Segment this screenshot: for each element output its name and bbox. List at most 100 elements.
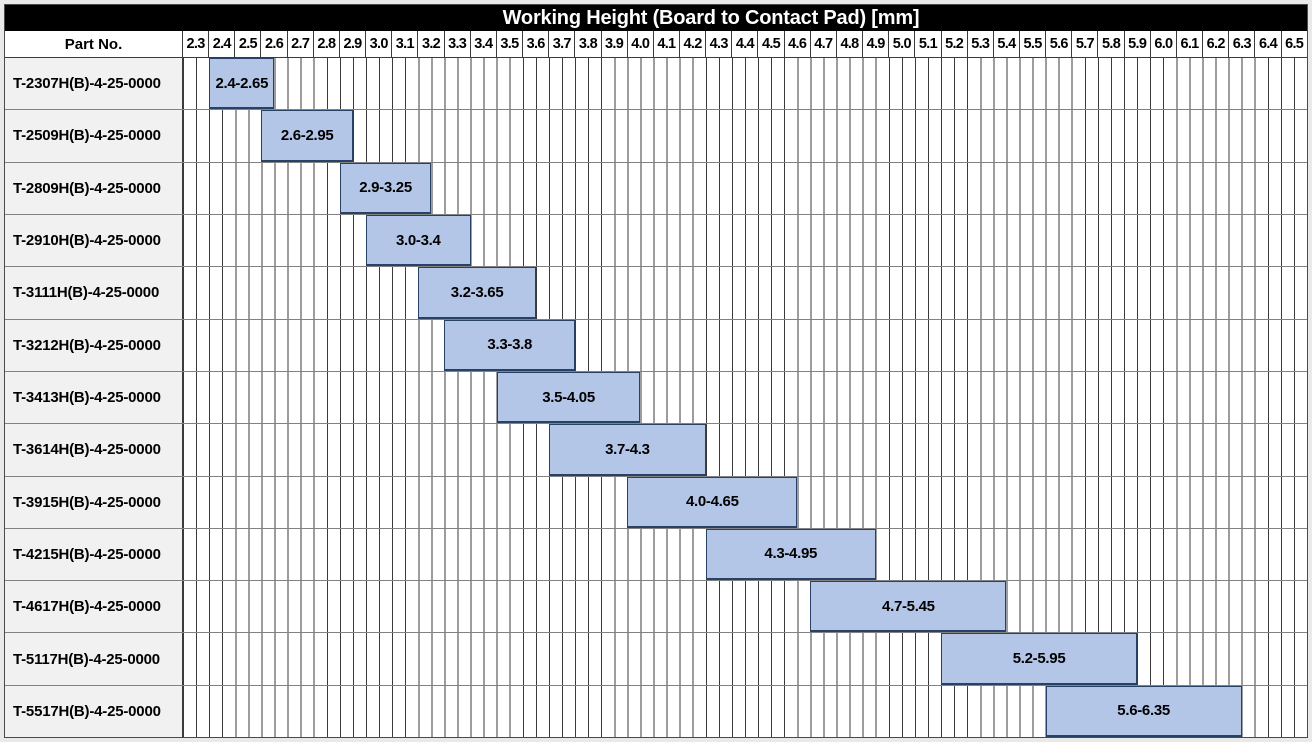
table-row: T-3614H(B)-4-25-0000 3.7-4.3 (5, 423, 1307, 476)
part-no-label: T-4215H(B)-4-25-0000 (5, 528, 183, 581)
axis-tick-cell: 5.1 (915, 31, 942, 57)
row-track: 5.2-5.95 (183, 633, 1307, 685)
range-bar: 5.2-5.95 (941, 633, 1138, 685)
axis-tick-cell: 3.5 (497, 31, 524, 57)
axis-header-row: Part No. 2.3 2.4 2.5 2.6 2.7 2.8 2.9 3.0 3.1 3.2 3… (5, 31, 1307, 58)
part-no-label: T-3915H(B)-4-25-0000 (5, 476, 183, 528)
table-row: T-3413H(B)-4-25-0000 3.5-4.05 (5, 370, 1307, 424)
row-track: 2.6-2.95 (183, 110, 1307, 162)
table-row: T-2809H(B)-4-25-0000 2.9-3.25 (5, 161, 1307, 214)
table-row: T-5517H(B)-4-25-0000 5.6-6.35 (5, 684, 1307, 738)
part-no-label: T-2809H(B)-4-25-0000 (5, 162, 183, 214)
axis-tick-cell: 4.7 (811, 31, 837, 57)
row-track: 4.7-5.45 (183, 581, 1307, 633)
range-bar: 2.6-2.95 (261, 110, 353, 162)
axis-tick-cell: 5.7 (1072, 31, 1099, 57)
range-bar: 3.7-4.3 (548, 424, 706, 476)
axis-tick-cell: 3.3 (445, 31, 471, 57)
table-row: T-4617H(B)-4-25-0000 4.7-5.45 (5, 580, 1307, 633)
axis-tick-cell: 2.4 (209, 31, 236, 57)
table-row: T-2509H(B)-4-25-0000 2.6-2.95 (5, 109, 1307, 162)
axis-tick-cell: 2.7 (288, 31, 314, 57)
range-bar: 2.4-2.65 (209, 58, 275, 110)
range-bar-label: 2.6-2.95 (280, 126, 334, 144)
axis-tick-cell: 3.0 (366, 31, 393, 57)
table-row: T-3212H(B)-4-25-0000 3.3-3.8 (5, 318, 1307, 371)
range-bar: 4.3-4.95 (705, 528, 876, 581)
axis-tick-cell: 3.9 (602, 31, 628, 57)
axis-tick-cell: 3.8 (575, 31, 602, 57)
row-track: 5.6-6.35 (183, 685, 1307, 738)
table-row: T-4215H(B)-4-25-0000 4.3-4.95 (5, 527, 1307, 581)
row-track: 3.7-4.3 (183, 424, 1307, 476)
axis-tick-cell: 5.4 (994, 31, 1020, 57)
axis-tick-cell: 3.6 (523, 31, 550, 57)
axis-tick-cell: 4.9 (863, 31, 890, 57)
axis-tick-cell: 5.2 (942, 31, 968, 57)
part-no-label: T-2307H(B)-4-25-0000 (5, 58, 183, 110)
range-bar: 4.7-5.45 (810, 581, 1007, 633)
row-track: 2.9-3.25 (183, 162, 1307, 214)
part-no-label: T-3212H(B)-4-25-0000 (5, 319, 183, 371)
range-bar-label: 3.2-3.65 (450, 283, 504, 301)
axis-ticks-row: 2.3 2.4 2.5 2.6 2.7 2.8 2.9 3.0 3.1 3.2 3.3 3.4 3.5 3… (183, 31, 1307, 57)
range-bar-label: 3.3-3.8 (487, 336, 533, 354)
axis-tick-cell: 3.4 (471, 31, 497, 57)
axis-tick-cell: 4.8 (837, 31, 864, 57)
axis-tick-cell: 2.8 (314, 31, 340, 57)
part-no-label: T-5117H(B)-4-25-0000 (5, 633, 183, 685)
axis-tick-cell: 5.6 (1046, 31, 1073, 57)
row-track: 3.2-3.65 (183, 267, 1307, 319)
row-track: 3.5-4.05 (183, 371, 1307, 424)
table-row: T-2307H(B)-4-25-0000 2.4-2.65 (5, 58, 1307, 110)
part-no-label: T-3413H(B)-4-25-0000 (5, 371, 183, 424)
range-bar: 3.2-3.65 (418, 267, 536, 319)
range-bar: 3.3-3.8 (444, 319, 576, 371)
range-bar-label: 4.3-4.95 (764, 545, 818, 563)
range-bar-label: 3.7-4.3 (605, 440, 650, 458)
axis-tick-cell: 6.3 (1229, 31, 1256, 57)
part-no-label: T-2910H(B)-4-25-0000 (5, 214, 183, 267)
table-row: T-3915H(B)-4-25-0000 4.0-4.65 (5, 475, 1307, 528)
axis-tick-cell: 6.0 (1151, 31, 1177, 57)
range-bar-label: 2.4-2.65 (215, 74, 269, 92)
axis-tick-cell: 5.5 (1020, 31, 1047, 57)
range-bar-label: 4.0-4.65 (685, 493, 739, 511)
range-chart-table: Working Height (Board to Contact Pad) [m… (4, 4, 1308, 738)
part-no-label: T-3111H(B)-4-25-0000 (5, 267, 183, 319)
axis-tick-cell: 4.6 (785, 31, 811, 57)
table-row: T-2910H(B)-4-25-0000 3.0-3.4 (5, 213, 1307, 267)
axis-tick-cell: 4.2 (680, 31, 707, 57)
range-bar: 5.6-6.35 (1045, 685, 1242, 738)
range-bar-label: 5.6-6.35 (1117, 702, 1170, 720)
table-row: T-5117H(B)-4-25-0000 5.2-5.95 (5, 632, 1307, 685)
part-no-label: T-3614H(B)-4-25-0000 (5, 424, 183, 476)
chart-title: Working Height (Board to Contact Pad) [m… (502, 6, 920, 29)
axis-tick-cell: 5.8 (1098, 31, 1125, 57)
range-bar: 4.0-4.65 (627, 476, 798, 528)
chart-title-bar: Working Height (Board to Contact Pad) [m… (5, 5, 1307, 31)
row-track: 4.0-4.65 (183, 476, 1307, 528)
axis-tick-cell: 2.3 (183, 31, 210, 57)
rows-container: T-2307H(B)-4-25-0000 2.4-2.65 T-2509H(B)-4… (5, 58, 1307, 738)
row-track: 4.3-4.95 (183, 528, 1307, 581)
range-bar-label: 5.2-5.95 (1012, 650, 1066, 668)
range-bar-label: 2.9-3.25 (359, 179, 412, 197)
row-track: 3.0-3.4 (183, 214, 1307, 267)
range-bar-label: 4.7-5.45 (882, 597, 935, 615)
axis-tick-cell: 5.3 (968, 31, 994, 57)
axis-tick-cell: 2.6 (261, 31, 288, 57)
range-bar-label: 3.5-4.05 (542, 388, 595, 406)
axis-tick-cell: 2.9 (340, 31, 367, 57)
axis-tick-cell: 4.3 (706, 31, 733, 57)
axis-tick-cell: 3.2 (418, 31, 445, 57)
axis-tick-cell: 6.4 (1255, 31, 1282, 57)
range-bar: 2.9-3.25 (339, 162, 432, 214)
part-no-label: T-4617H(B)-4-25-0000 (5, 581, 183, 633)
range-bar: 3.5-4.05 (496, 371, 641, 424)
axis-tick-cell: 4.1 (654, 31, 680, 57)
axis-tick-cell: 4.4 (732, 31, 759, 57)
axis-tick-cell: 5.9 (1125, 31, 1151, 57)
part-no-label: T-5517H(B)-4-25-0000 (5, 685, 183, 738)
